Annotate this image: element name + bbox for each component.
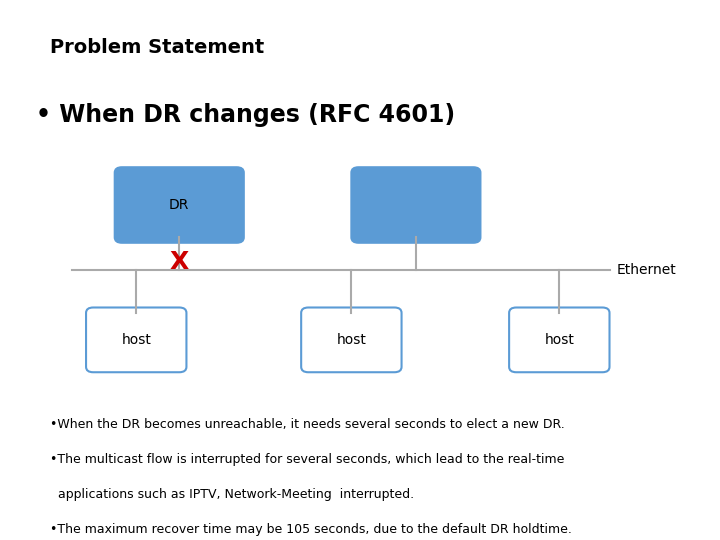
Text: Problem Statement: Problem Statement bbox=[50, 38, 264, 57]
Text: Ethernet: Ethernet bbox=[616, 263, 676, 276]
FancyBboxPatch shape bbox=[86, 307, 186, 372]
Text: DR: DR bbox=[169, 198, 189, 212]
Text: X: X bbox=[170, 249, 189, 274]
FancyBboxPatch shape bbox=[351, 167, 480, 243]
Text: •When the DR becomes unreachable, it needs several seconds to elect a new DR.: •When the DR becomes unreachable, it nee… bbox=[50, 418, 565, 431]
Text: host: host bbox=[121, 333, 151, 347]
Text: host: host bbox=[544, 333, 575, 347]
Text: •The maximum recover time may be 105 seconds, due to the default DR holdtime.: •The maximum recover time may be 105 sec… bbox=[50, 523, 572, 536]
Text: applications such as IPTV, Network-Meeting  interrupted.: applications such as IPTV, Network-Meeti… bbox=[50, 488, 414, 501]
Text: • When DR changes (RFC 4601): • When DR changes (RFC 4601) bbox=[36, 103, 455, 126]
Text: host: host bbox=[336, 333, 366, 347]
FancyBboxPatch shape bbox=[114, 167, 244, 243]
FancyBboxPatch shape bbox=[301, 307, 402, 372]
Text: •The multicast flow is interrupted for several seconds, which lead to the real-t: •The multicast flow is interrupted for s… bbox=[50, 453, 564, 466]
FancyBboxPatch shape bbox=[509, 307, 610, 372]
